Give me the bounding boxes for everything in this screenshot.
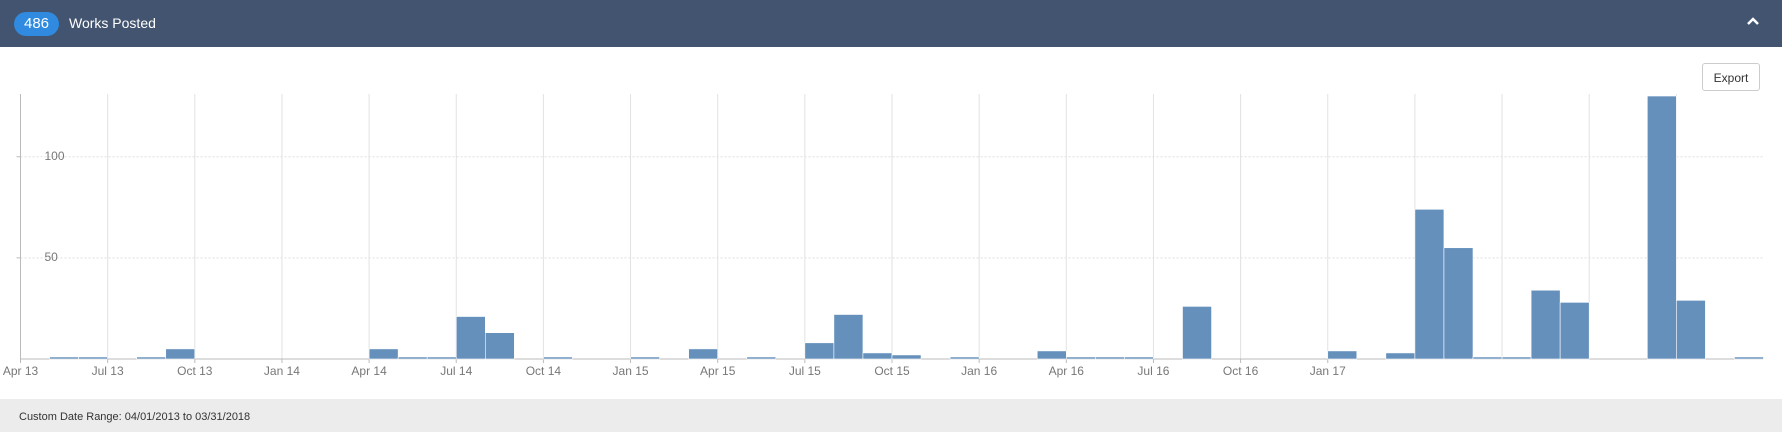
bar [1734,356,1764,360]
bar [1414,209,1445,360]
bar [891,354,922,360]
x-tick-label: Jan 14 [264,364,300,378]
y-tick-label: 100 [45,149,65,163]
x-tick-label: Apr 15 [700,364,736,378]
x-tick-label: Oct 14 [526,364,562,378]
bar [136,356,167,360]
bar [1559,302,1590,360]
bar [688,348,719,360]
x-tick-label: Oct 16 [1223,364,1259,378]
bar [1036,350,1067,360]
x-tick-label: Apr 16 [1049,364,1085,378]
bar [804,342,835,360]
export-button[interactable]: Export [1702,63,1760,91]
bar [165,348,196,360]
bar [949,356,980,360]
bar [630,356,660,360]
x-tick-label: Jan 15 [613,364,649,378]
bar [78,356,108,360]
x-tick-label: Oct 15 [874,364,910,378]
bar [1385,352,1416,360]
bar [484,332,515,360]
footer: Custom Date Range: 04/01/2013 to 03/31/2… [0,399,1782,432]
bar [1066,356,1096,360]
y-tick-label: 50 [45,250,59,264]
x-tick-label: Apr 13 [3,364,39,378]
bar [1676,300,1706,360]
bar [862,352,893,360]
bar [543,356,573,360]
bar [1182,306,1212,360]
bar [49,356,79,360]
count-badge: 486 [14,12,60,36]
x-tick-label: Apr 14 [351,364,387,378]
date-range: Custom Date Range: 04/01/2013 to 03/31/2… [19,411,251,423]
bar [1530,289,1561,360]
x-tick-label: Jul 13 [92,364,124,378]
x-tick-label: Jan 16 [961,364,997,378]
panel-title: Works Posted [69,15,156,31]
bar [397,356,428,360]
bar [1095,356,1125,360]
collapse-icon[interactable] [1746,16,1760,26]
x-tick-label: Oct 13 [177,364,213,378]
x-tick-label: Jul 14 [440,364,472,378]
header: 486 Works Posted [0,0,1782,47]
bar [1472,356,1503,360]
bar [833,314,864,360]
x-tick-label: Jul 15 [789,364,821,378]
chart: 50 100 Apr 13 Jul 13 Oct 13 Jan 14 Apr 14 Jul 1… [3,94,1764,378]
bar [1647,95,1677,360]
bar [1327,350,1358,360]
x-tick-label: Jan 17 [1310,364,1346,378]
bar [746,356,777,360]
bar [426,356,457,360]
bar [1501,356,1532,360]
bar [368,348,399,360]
bar [1443,247,1474,360]
bar [1124,356,1154,360]
bar [455,316,486,360]
x-tick-label: Jul 16 [1137,364,1169,378]
